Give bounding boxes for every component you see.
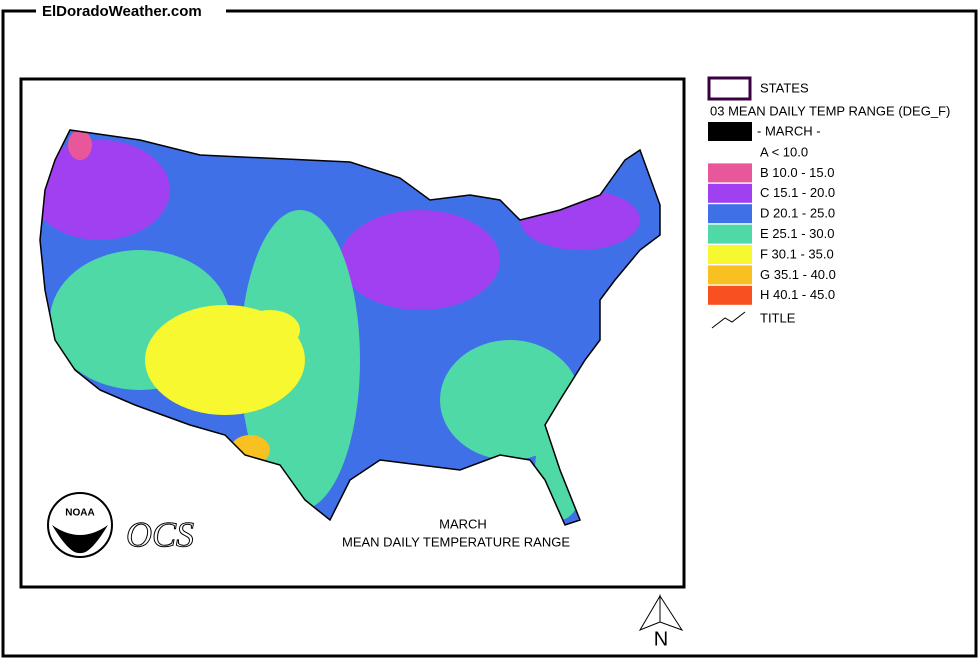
legend-month: - MARCH - (757, 123, 821, 138)
states-label: STATES (760, 80, 809, 95)
legend-label: B 10.0 - 15.0 (760, 165, 834, 180)
legend-swatch (708, 265, 752, 285)
legend-swatch (708, 224, 752, 244)
map-title-1: MARCH (439, 516, 487, 531)
region-b (68, 130, 92, 160)
legend-title: 03 MEAN DAILY TEMP RANGE (DEG_F) (710, 103, 950, 118)
legend-label: C 15.1 - 20.0 (760, 185, 835, 200)
legend-label: D 20.1 - 25.0 (760, 206, 835, 221)
title-symbol-label: TITLE (760, 310, 796, 325)
north-label: N (654, 628, 668, 650)
header-bg (36, 2, 226, 22)
title-symbol (711, 311, 746, 329)
north-arrow-left (638, 594, 661, 632)
legend-swatch (708, 143, 752, 162)
map-title-2: MEAN DAILY TEMPERATURE RANGE (342, 534, 570, 549)
legend-swatch (708, 245, 752, 264)
outer-frame (1, 9, 978, 658)
legend-swatch (708, 204, 752, 224)
region-f (240, 310, 300, 350)
legend-label: F 30.1 - 35.0 (760, 246, 834, 261)
legend-label: H 40.1 - 45.0 (760, 287, 835, 302)
legend-label: G 35.1 - 40.0 (760, 267, 836, 282)
legend-swatch (708, 183, 752, 203)
noaa-bird (52, 525, 108, 554)
site-name: ElDoradoWeather.com (42, 3, 202, 20)
month-swatch (708, 122, 752, 141)
region-c (40, 140, 170, 240)
legend-label: E 25.1 - 30.0 (760, 226, 834, 241)
legend-label: A < 10.0 (760, 144, 808, 159)
states-swatch (707, 76, 752, 101)
noaa-text: NOAA (65, 508, 94, 519)
legend-swatch (708, 285, 752, 305)
region-c (340, 210, 500, 310)
legend-swatch (708, 163, 752, 183)
north-arrow-right (659, 594, 684, 631)
ocs-text: OCS (126, 514, 194, 554)
